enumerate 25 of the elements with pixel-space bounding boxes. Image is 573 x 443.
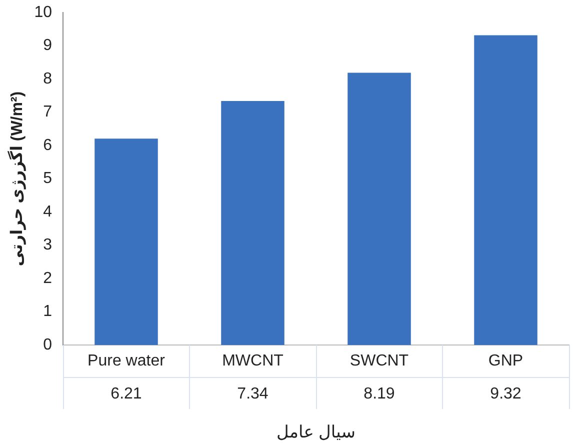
y-tick-label: 2 (43, 270, 52, 287)
x-tick-label: GNP (488, 352, 524, 370)
x-tick-label: SWCNT (350, 352, 409, 370)
data-label: 9.32 (490, 385, 522, 402)
y-tick-label: 8 (43, 70, 52, 88)
y-tick-label: 5 (43, 170, 52, 188)
y-axis-title: اگزرژی حرارتی (W/m²) (7, 91, 26, 266)
y-tick-label: 10 (34, 4, 52, 22)
y-tick-label: 9 (43, 37, 52, 54)
data-label: 8.19 (364, 385, 395, 402)
y-tick-label: 7 (43, 104, 52, 121)
data-label: 7.34 (237, 385, 268, 402)
x-axis-title: سیال عامل (276, 422, 356, 442)
y-tick-label: 4 (43, 203, 52, 220)
bar (221, 101, 284, 345)
y-tick-label: 0 (43, 336, 52, 354)
x-tick-label: Pure water (88, 352, 166, 370)
x-tick-label: MWCNT (222, 352, 284, 370)
bar (474, 35, 538, 345)
y-tick-label: 3 (43, 236, 52, 254)
y-tick-label: 6 (43, 136, 52, 154)
bar (94, 138, 158, 345)
data-label: 6.21 (110, 385, 142, 402)
bar (348, 72, 411, 345)
y-tick-label: 1 (43, 303, 52, 320)
